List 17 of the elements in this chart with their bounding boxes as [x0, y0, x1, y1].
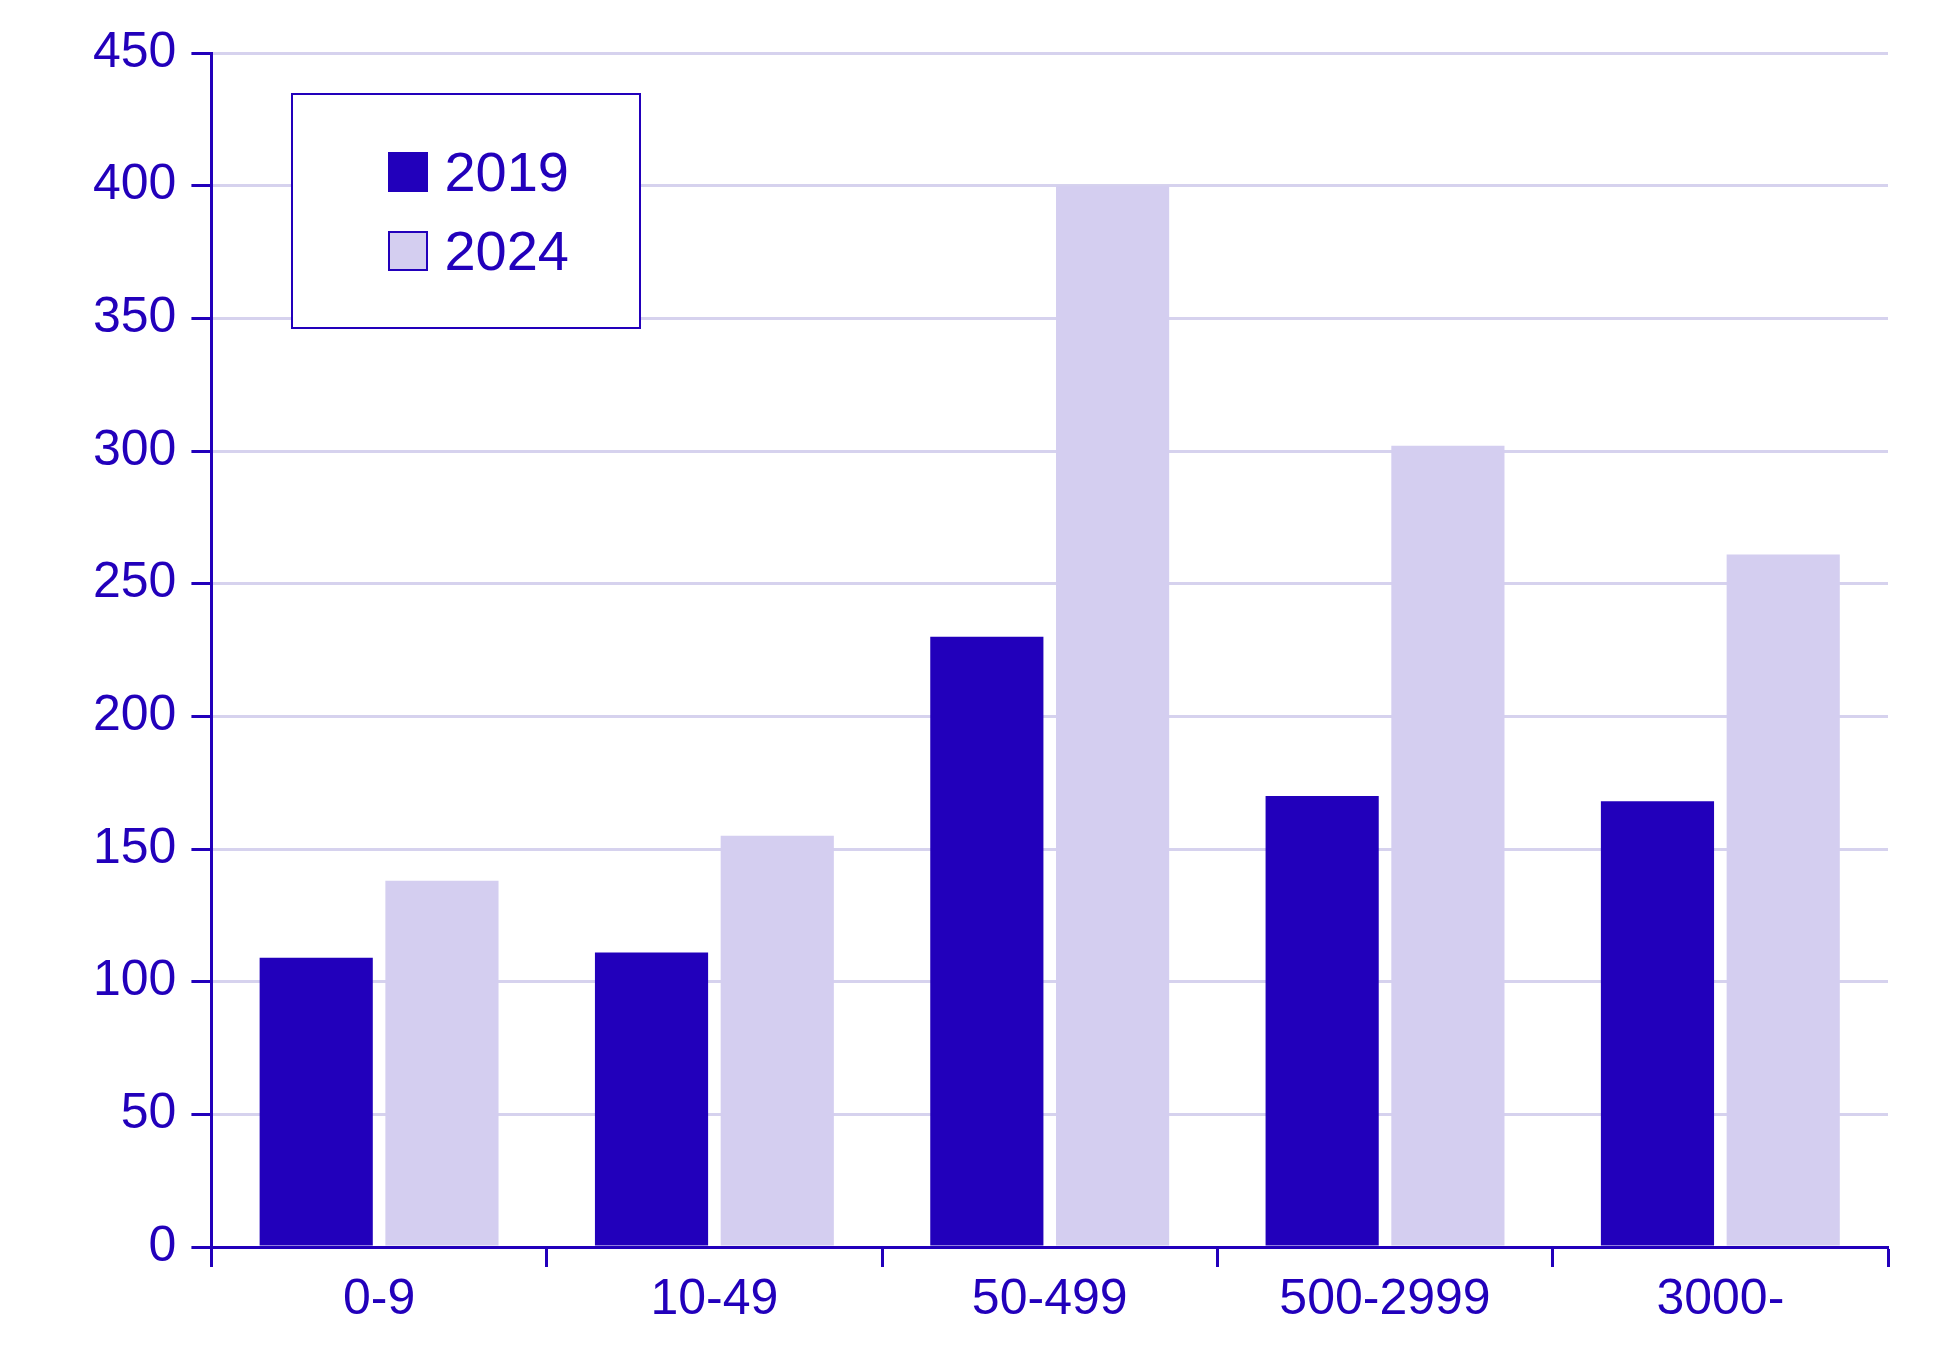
legend-label: 2019 [444, 139, 569, 204]
x-tick-label: 500-2999 [1279, 1268, 1491, 1325]
y-tick-label: 200 [92, 685, 177, 742]
x-tick-label: 50-499 [971, 1268, 1128, 1325]
y-tick-label: 0 [148, 1215, 177, 1272]
y-tick-label: 100 [92, 950, 177, 1007]
y-tick-label: 50 [120, 1083, 177, 1140]
y-tick-label: 400 [92, 154, 177, 211]
y-tick-label: 350 [92, 287, 177, 344]
y-tick-label: 150 [92, 817, 177, 874]
y-tick-label: 300 [92, 419, 177, 476]
y-tick-label: 450 [92, 21, 177, 78]
x-tick-label: 0-9 [342, 1268, 416, 1325]
x-tick-label: 3000- [1656, 1268, 1785, 1325]
legend-label: 2024 [444, 218, 569, 283]
y-tick-label: 250 [92, 552, 177, 609]
x-tick-label: 10-49 [650, 1268, 779, 1325]
